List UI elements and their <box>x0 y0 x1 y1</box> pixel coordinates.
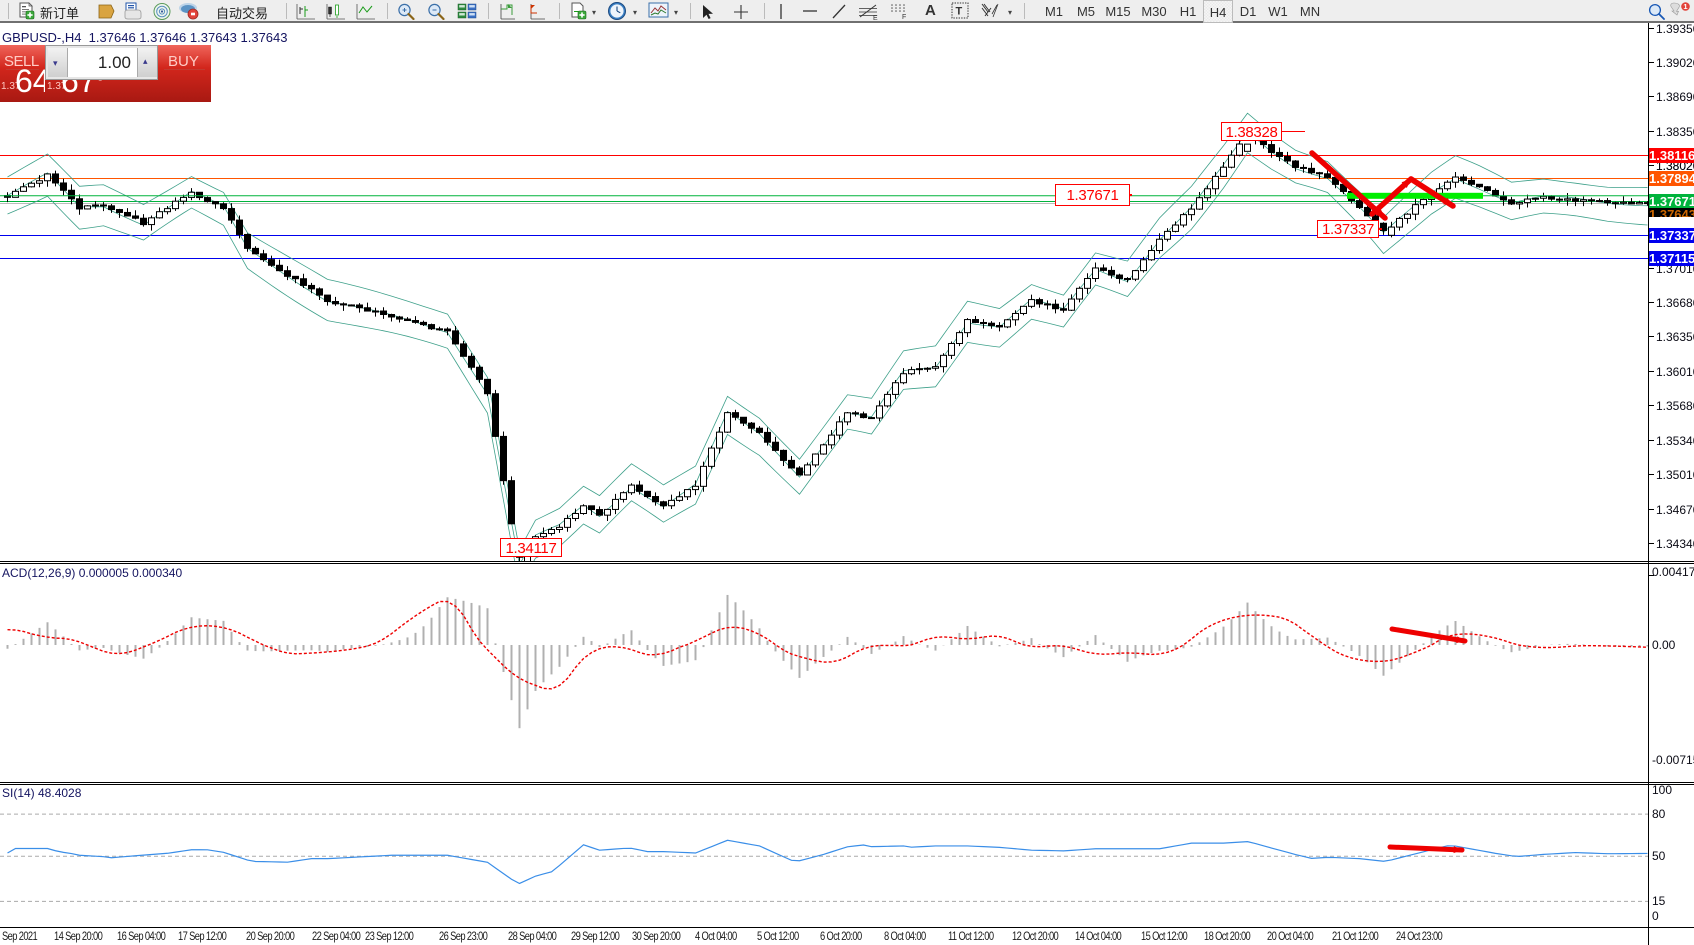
svg-text:E: E <box>873 15 878 21</box>
svg-text:F: F <box>902 14 906 20</box>
svg-text:T: T <box>956 6 963 18</box>
svg-text:1: 1 <box>1683 2 1687 11</box>
